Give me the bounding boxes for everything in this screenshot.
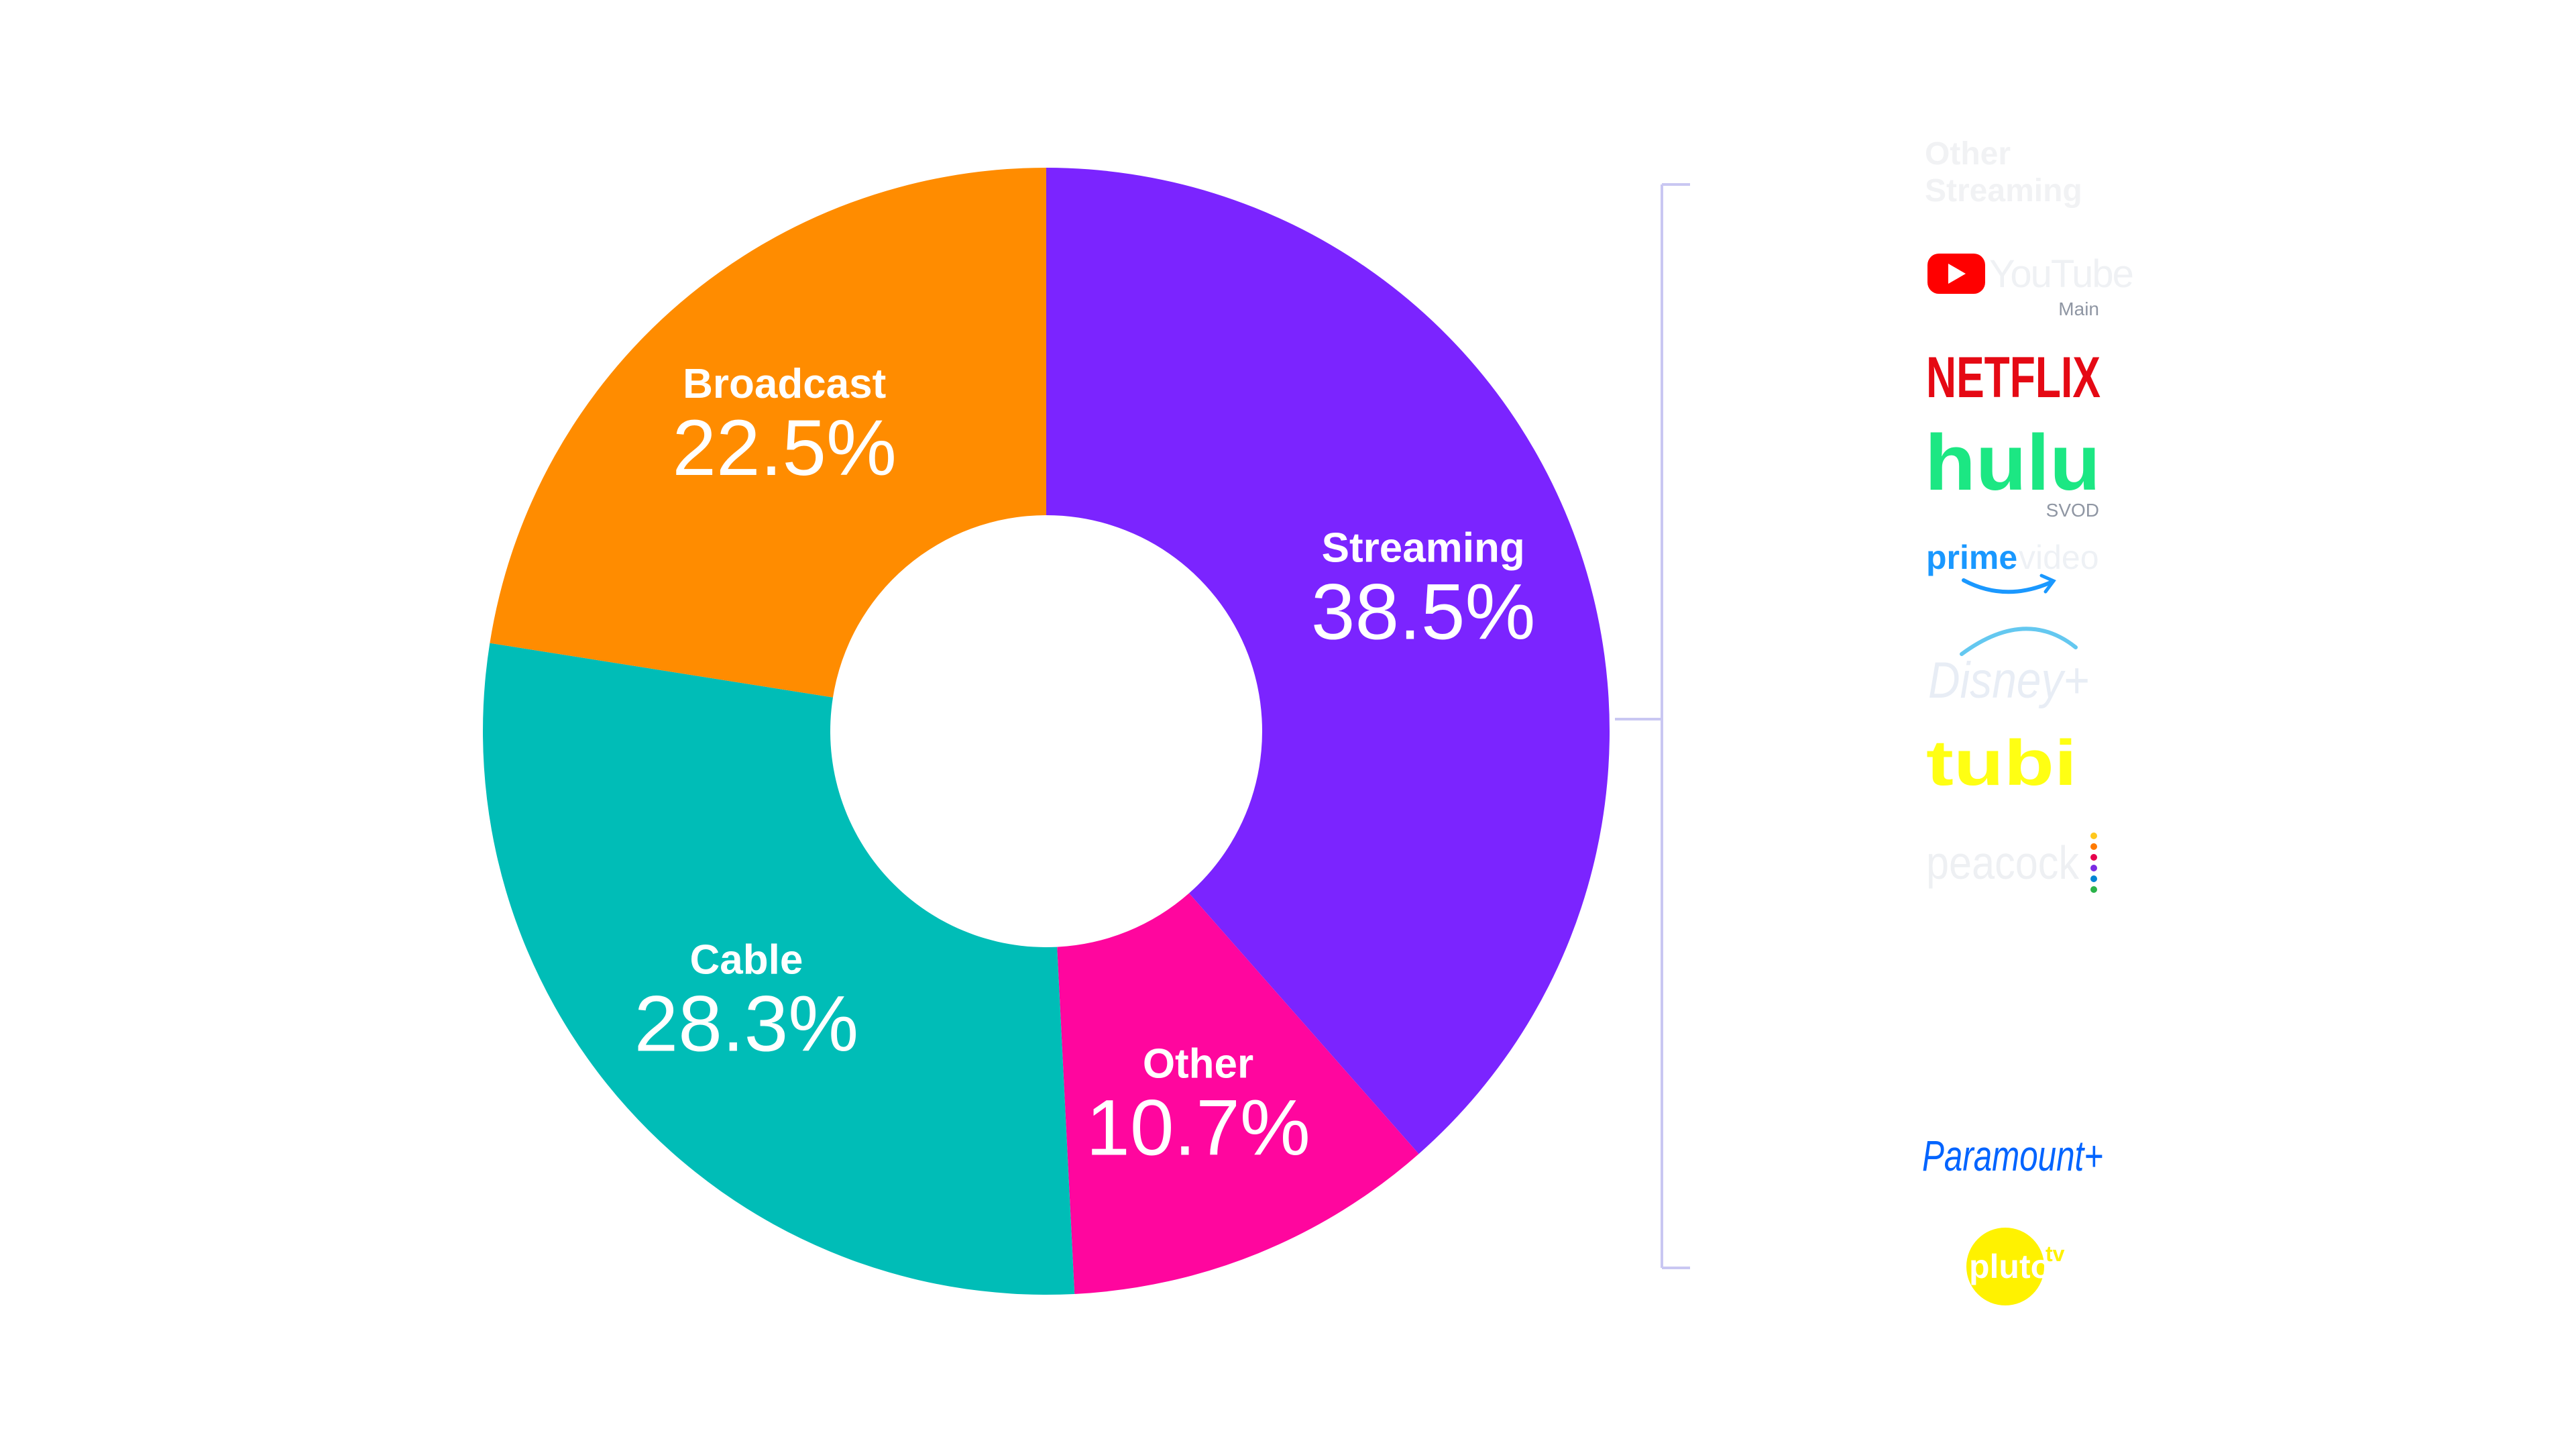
pluto-text: pluto [1969,1248,2051,1285]
slice-cable [483,643,1075,1295]
peacock-logo-icon: peacock [1926,833,2097,893]
disney-plus-logo-icon: Disney+ [1928,627,2089,709]
hulu-sub: SVOD [2046,500,2099,521]
netflix-logo-icon: NETFLIX [1926,345,2101,410]
slice-value-streaming: 38.5% [1311,568,1536,657]
donut-slices [483,168,1610,1295]
streaming-bracket [1615,183,1690,1269]
tubi-logo-icon: tubi [1926,727,2077,799]
slice-streaming [1046,168,1610,1155]
youtube-sub: Main [2058,299,2099,319]
video-text: video [2019,539,2099,576]
slice-value-other: 10.7% [1086,1084,1310,1173]
slice-broadcast [490,168,1046,698]
other-streaming-heading-line2: Streaming [1925,173,2082,209]
slice-label-streaming: Streaming [1322,525,1525,572]
other-streaming-heading-line1: Other [1925,136,2011,172]
prime-text: prime [1926,539,2017,576]
youtube-name: YouTube [1989,252,2133,296]
peacock-text: peacock [1926,837,2080,889]
disney-text: Disney+ [1928,652,2089,709]
pluto-tv-suffix: tv [2046,1242,2065,1266]
pluto-tv-logo-icon: pluto tv [1966,1228,2065,1305]
slice-other [1057,893,1419,1294]
youtube-logo-icon: YouTube Main [1927,252,2134,319]
slice-label-cable: Cable [690,937,803,983]
slice-label-other: Other [1143,1041,1253,1087]
slice-label-broadcast: Broadcast [683,361,886,407]
paramount-plus-logo-icon: Paramount+ [1922,1132,2103,1180]
slice-value-broadcast: 22.5% [672,404,897,492]
prime-video-logo-icon: prime video [1926,539,2099,594]
slice-value-cable: 28.3% [634,980,859,1069]
hulu-logo-icon: hulu [1925,419,2101,507]
